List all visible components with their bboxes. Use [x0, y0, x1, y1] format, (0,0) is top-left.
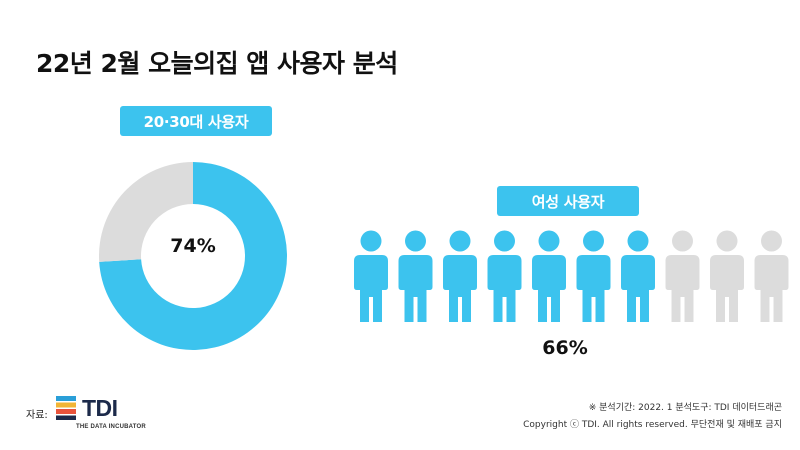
- person-icon-filled: [532, 230, 566, 322]
- logo-text: TDI: [82, 395, 118, 421]
- donut-center-value: 74%: [170, 235, 216, 257]
- person-icon-empty: [710, 230, 744, 322]
- donut-chart: [99, 162, 287, 350]
- people-pictograph: [354, 230, 789, 322]
- page-title: 22년 2월 오늘의집 앱 사용자 분석: [36, 49, 398, 78]
- analysis-note: ※ 분석기간: 2022. 1 분석도구: TDI 데이터드래곤: [588, 403, 782, 413]
- female-user-label: 여성 사용자: [497, 186, 639, 216]
- tdi-logo-icon: [56, 396, 76, 420]
- source-label: 자료:: [26, 410, 48, 421]
- person-icon-filled: [443, 230, 477, 322]
- female-user-value: 66%: [542, 337, 588, 359]
- donut-slice-users: [99, 162, 287, 350]
- person-icon-filled: [354, 230, 388, 322]
- copyright-note: Copyright ⓒ TDI. All rights reserved. 무단…: [523, 420, 782, 430]
- person-icon-filled: [576, 230, 611, 322]
- person-icon-filled: [398, 230, 433, 322]
- donut-slice-others: [99, 162, 193, 262]
- logo-subtitle: THE DATA INCUBATOR: [76, 424, 146, 430]
- age-group-label: 20·30대 사용자: [120, 106, 272, 136]
- person-icon-empty: [665, 230, 700, 322]
- person-icon-filled: [487, 230, 522, 322]
- person-icon-empty: [754, 230, 789, 322]
- person-icon-filled: [621, 230, 655, 322]
